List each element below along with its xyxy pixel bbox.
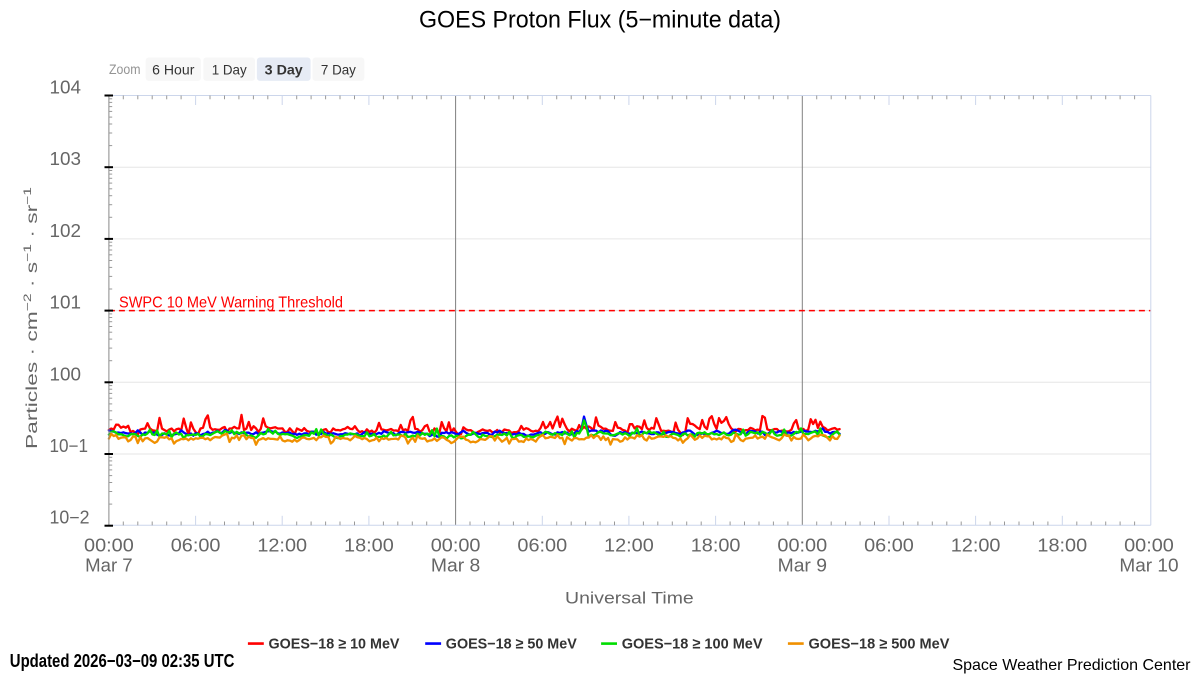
svg-text:06:00: 06:00 xyxy=(864,535,914,555)
svg-text:100: 100 xyxy=(50,364,82,384)
svg-text:10−1: 10−1 xyxy=(50,436,89,456)
svg-text:00:00: 00:00 xyxy=(431,535,481,555)
svg-text:GOES−18 ≥ 50 MeV: GOES−18 ≥ 50 MeV xyxy=(446,635,577,652)
svg-text:103: 103 xyxy=(50,149,82,169)
svg-text:6 Hour: 6 Hour xyxy=(152,61,195,77)
svg-text:10−2: 10−2 xyxy=(50,508,90,528)
svg-text:3 Day: 3 Day xyxy=(265,61,303,77)
svg-text:18:00: 18:00 xyxy=(1037,535,1087,555)
svg-text:101: 101 xyxy=(50,293,82,313)
svg-text:18:00: 18:00 xyxy=(344,535,394,555)
svg-text:Updated 2026−03−09 02:35 UTC: Updated 2026−03−09 02:35 UTC xyxy=(10,651,235,671)
svg-text:GOES−18 ≥ 500 MeV: GOES−18 ≥ 500 MeV xyxy=(809,635,950,652)
svg-text:12:00: 12:00 xyxy=(604,535,654,555)
svg-text:12:00: 12:00 xyxy=(257,535,307,555)
svg-text:00:00: 00:00 xyxy=(84,535,134,555)
svg-text:Mar 9: Mar 9 xyxy=(778,556,827,576)
svg-text:104: 104 xyxy=(50,78,82,98)
svg-text:Particles · cm−2 · s−1 · sr−1: Particles · cm−2 · s−1 · sr−1 xyxy=(22,187,41,449)
svg-text:06:00: 06:00 xyxy=(171,535,221,555)
svg-text:GOES−18 ≥ 100 MeV: GOES−18 ≥ 100 MeV xyxy=(622,635,763,652)
svg-text:Zoom: Zoom xyxy=(109,61,141,77)
svg-text:Mar 8: Mar 8 xyxy=(431,556,480,576)
svg-text:18:00: 18:00 xyxy=(691,535,741,555)
svg-text:102: 102 xyxy=(50,221,82,241)
svg-text:Universal Time: Universal Time xyxy=(565,590,694,608)
svg-text:00:00: 00:00 xyxy=(777,535,827,555)
svg-text:SWPC 10 MeV Warning Threshold: SWPC 10 MeV Warning Threshold xyxy=(119,295,343,312)
svg-text:GOES Proton Flux (5−minute dat: GOES Proton Flux (5−minute data) xyxy=(419,7,781,34)
svg-text:06:00: 06:00 xyxy=(517,535,567,555)
svg-text:7 Day: 7 Day xyxy=(321,61,356,77)
svg-text:Mar 7: Mar 7 xyxy=(85,556,133,576)
svg-text:12:00: 12:00 xyxy=(951,535,1001,555)
svg-text:GOES−18 ≥ 10 MeV: GOES−18 ≥ 10 MeV xyxy=(269,635,400,652)
svg-text:Mar 10: Mar 10 xyxy=(1119,556,1178,576)
svg-text:1 Day: 1 Day xyxy=(212,61,247,77)
svg-text:00:00: 00:00 xyxy=(1124,535,1174,555)
svg-text:Space Weather Prediction Cente: Space Weather Prediction Center xyxy=(952,657,1191,674)
